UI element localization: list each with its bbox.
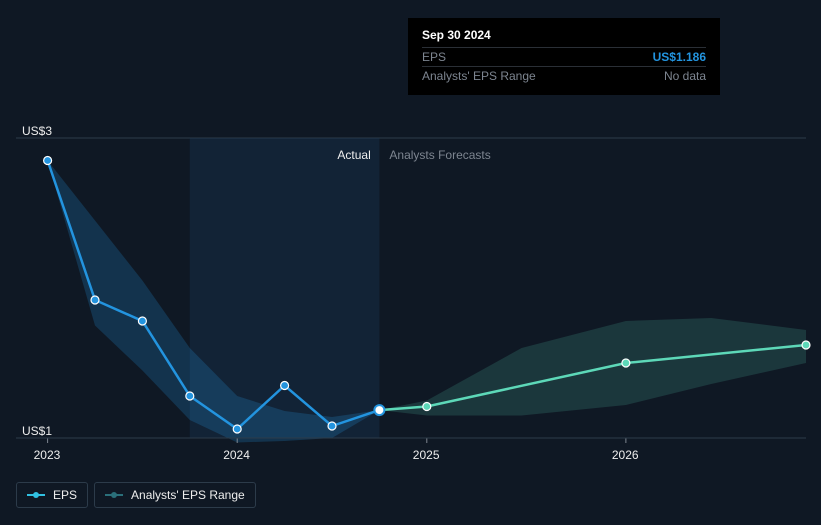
legend-marker-icon	[105, 491, 123, 499]
x-axis-tick-label: 2023	[34, 448, 61, 462]
chart-tooltip: Sep 30 2024 EPS US$1.186 Analysts' EPS R…	[408, 18, 720, 95]
eps-forecast-chart: Sep 30 2024 EPS US$1.186 Analysts' EPS R…	[0, 0, 821, 520]
y-axis-tick-label: US$3	[22, 124, 52, 138]
tooltip-label: Analysts' EPS Range	[422, 69, 536, 83]
region-label-actual: Actual	[337, 148, 370, 162]
tooltip-label: EPS	[422, 50, 446, 64]
tooltip-row-eps: EPS US$1.186	[422, 47, 706, 66]
tooltip-date: Sep 30 2024	[422, 28, 706, 42]
legend-marker-icon	[27, 491, 45, 499]
tooltip-value: No data	[664, 69, 706, 83]
legend-label: EPS	[53, 488, 77, 502]
y-axis-tick-label: US$1	[22, 424, 52, 438]
region-label-forecast: Analysts Forecasts	[389, 148, 490, 162]
x-axis-tick-label: 2024	[223, 448, 250, 462]
tooltip-value: US$1.186	[653, 50, 706, 64]
chart-legend: EPS Analysts' EPS Range	[16, 482, 256, 508]
legend-item-eps[interactable]: EPS	[16, 482, 88, 508]
x-axis-tick-label: 2025	[413, 448, 440, 462]
tooltip-row-range: Analysts' EPS Range No data	[422, 66, 706, 85]
legend-label: Analysts' EPS Range	[131, 488, 245, 502]
legend-item-range[interactable]: Analysts' EPS Range	[94, 482, 256, 508]
x-axis-tick-label: 2026	[612, 448, 639, 462]
